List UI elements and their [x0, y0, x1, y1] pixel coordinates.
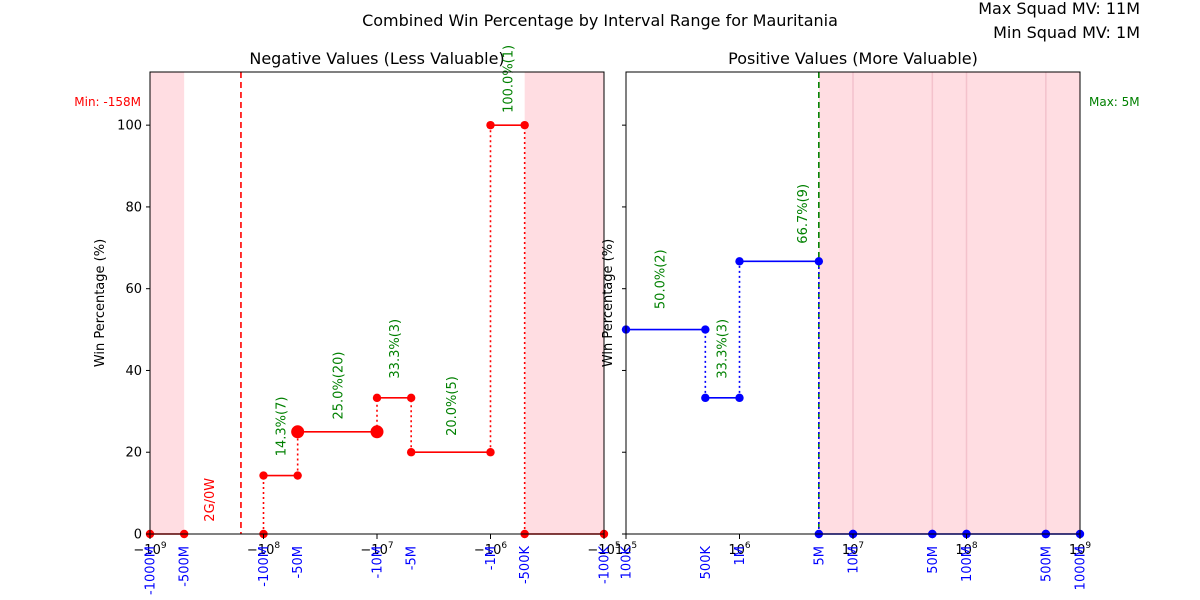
neg-x-tick-base: −10: [474, 543, 501, 558]
suptitle: Combined Win Percentage by Interval Rang…: [362, 11, 838, 30]
neg-x-tick-exponent: 6: [501, 541, 507, 551]
pos-x-tick-base: 10: [1069, 543, 1086, 558]
pos-x-tick-exponent: 9: [1085, 541, 1091, 551]
neg-y-tick-label: 40: [125, 364, 142, 379]
pos-range-label: 5M: [812, 546, 827, 566]
neg-x-tick-label: −107: [360, 541, 393, 558]
pos-range-label: 100M: [960, 546, 975, 582]
pos-x-tick-base: 10: [955, 543, 972, 558]
pos-x-tick-label: 109: [1069, 541, 1092, 558]
pos-range-label: 500K: [699, 546, 714, 580]
pos-data-point: [701, 393, 710, 403]
neg-y-tick-label: 80: [125, 200, 142, 215]
neg-range-label: -100K: [598, 546, 613, 585]
neg-x-tick-exponent: 9: [161, 541, 167, 551]
neg-range-label: -10M: [371, 546, 386, 578]
positive-panel-title: Positive Values (More Valuable): [728, 49, 978, 68]
neg-annotation: 33.3%(3): [388, 319, 403, 379]
neg-y-tick-label: 100: [117, 119, 142, 134]
pos-x-tick-label: 105: [615, 541, 637, 558]
pos-data-point: [735, 393, 744, 403]
pos-annotation: 50.0%(2): [654, 249, 669, 309]
negative-panel-title: Negative Values (Less Valuable): [249, 49, 504, 68]
neg-x-tick-exponent: 5: [615, 541, 621, 551]
neg-data-point: [259, 471, 268, 480]
neg-range-label: -50M: [291, 546, 306, 578]
pos-x-tick-exponent: 6: [745, 541, 751, 551]
neg-annotation: 2G/0W: [203, 478, 218, 522]
pos-annotation: 66.7%(9): [796, 184, 811, 244]
neg-x-tick-exponent: 8: [274, 541, 280, 551]
neg-range-label: -500K: [518, 546, 533, 585]
pos-range-label: 100K: [620, 546, 635, 580]
neg-annotation: 20.0%(5): [445, 376, 460, 436]
neg-data-point: [291, 425, 305, 439]
neg-x-tick-label: −109: [133, 541, 166, 558]
pos-range-label: 1000M: [1074, 546, 1089, 590]
pos-data-point: [814, 257, 824, 266]
neg-x-tick-base: −10: [587, 543, 614, 558]
positive-values-panel: Positive Values (More Valuable) Win Perc…: [601, 49, 1140, 590]
neg-x-tick-base: −10: [247, 543, 274, 558]
pos-data-point: [701, 325, 710, 334]
pos-data-point: [735, 257, 744, 266]
neg-data-point: [486, 120, 495, 130]
pos-x-tick-label: 107: [842, 541, 864, 558]
pos-x-tick-label: 106: [728, 541, 751, 558]
pos-shaded-region: [818, 72, 1080, 534]
pos-x-tick-exponent: 8: [972, 541, 978, 551]
neg-y-tick-label: 60: [125, 282, 142, 297]
neg-data-point: [406, 393, 416, 403]
neg-annotation: 14.3%(7): [275, 397, 290, 457]
negative-y-axis-label: Win Percentage (%): [93, 239, 108, 367]
pos-range-label: 50M: [926, 546, 941, 574]
neg-data-point: [406, 448, 416, 457]
positive-y-axis-label: Win Percentage (%): [601, 239, 616, 367]
pos-x-tick-base: 10: [728, 543, 745, 558]
neg-x-tick-base: −10: [360, 543, 387, 558]
pos-range-label: 10M: [847, 546, 862, 574]
pos-range-label: 500M: [1039, 546, 1054, 582]
neg-data-point: [293, 471, 302, 480]
neg-data-point: [370, 425, 384, 439]
neg-x-tick-base: −10: [133, 543, 160, 558]
neg-range-label: -1000M: [144, 546, 159, 595]
min-squad-label: Min Squad MV: 1M: [993, 23, 1140, 42]
neg-annotation: 25.0%(20): [332, 352, 347, 420]
neg-y-tick-label: 20: [125, 446, 142, 461]
pos-threshold-label: Max: 5M: [1089, 95, 1140, 109]
neg-threshold-label: Min: -158M: [74, 95, 141, 109]
neg-range-label: -100M: [257, 546, 272, 587]
pos-x-tick-base: 10: [615, 543, 632, 558]
neg-range-label: -1M: [484, 546, 499, 570]
neg-annotation: 100.0%(1): [502, 45, 517, 113]
pos-annotation: 33.3%(3): [715, 319, 730, 379]
neg-x-tick-label: −106: [474, 541, 507, 558]
pos-x-tick-exponent: 7: [858, 541, 864, 551]
neg-range-label: -5M: [405, 546, 420, 570]
pos-x-tick-label: 108: [955, 541, 978, 558]
pos-x-tick-exponent: 5: [631, 541, 637, 551]
neg-y-tick-label: 0: [134, 528, 142, 543]
neg-data-point: [486, 448, 495, 457]
negative-values-panel: Negative Values (Less Valuable) Win Perc…: [74, 45, 620, 595]
max-squad-label: Max Squad MV: 11M: [978, 0, 1140, 18]
neg-data-point: [372, 393, 382, 403]
neg-range-label: -500M: [178, 546, 193, 587]
neg-x-tick-label: −105: [587, 541, 620, 558]
neg-shaded-region: [150, 72, 185, 534]
pos-x-tick-base: 10: [842, 543, 859, 558]
neg-shaded-region: [524, 72, 604, 534]
neg-x-tick-exponent: 7: [388, 541, 394, 551]
neg-x-tick-label: −108: [247, 541, 280, 558]
pos-range-label: 1M: [733, 546, 748, 566]
neg-data-point: [520, 120, 529, 130]
